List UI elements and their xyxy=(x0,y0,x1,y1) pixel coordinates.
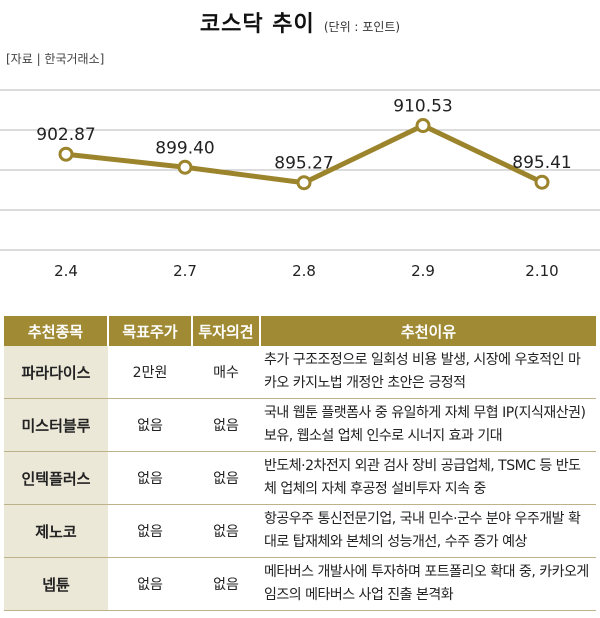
data-label: 895.27 xyxy=(274,154,333,174)
data-point xyxy=(58,146,74,162)
x-tick-label: 2.4 xyxy=(54,262,78,280)
x-tick-label: 2.9 xyxy=(411,262,435,280)
stock-name: 제노코 xyxy=(4,504,108,558)
data-label: 902.87 xyxy=(36,125,95,145)
table-row: 미스터블루 없음 없음 국내 웹툰 플랫폼사 중 유일하게 자체 무협 IP(지… xyxy=(4,398,596,452)
chart-gridlines xyxy=(0,89,600,251)
x-tick-label: 2.10 xyxy=(525,262,558,280)
opinion: 없음 xyxy=(192,398,260,452)
target-price: 2만원 xyxy=(108,346,192,399)
chart-title-block: 코스닥 추이 (단위 : 포인트) xyxy=(0,6,600,38)
x-tick-label: 2.7 xyxy=(173,262,197,280)
chart-data-labels: 902.87 899.40 895.27 910.53 895.41 xyxy=(36,97,571,174)
header-stock: 추천종목 xyxy=(4,316,109,346)
table-row: 파라다이스 2만원 매수 추가 구조조정으로 일회성 비용 발생, 시장에 우호… xyxy=(4,346,596,399)
header-opinion: 투자의견 xyxy=(192,316,261,346)
data-label: 910.53 xyxy=(393,97,452,117)
stock-name: 파라다이스 xyxy=(4,346,108,399)
reason: 반도체·2차전지 외관 검사 장비 공급업체, TSMC 등 반도체 업체의 자… xyxy=(260,451,596,505)
table-header-row: 추천종목 목표주가 투자의견 추천이유 xyxy=(4,316,596,346)
x-tick-label: 2.8 xyxy=(292,262,316,280)
chart-unit: (단위 : 포인트) xyxy=(323,20,401,34)
stock-name: 넵튠 xyxy=(4,557,108,611)
target-price: 없음 xyxy=(108,504,192,558)
chart-source: [자료 | 한국거래소] xyxy=(6,52,105,66)
opinion: 매수 xyxy=(192,346,260,399)
data-point xyxy=(177,159,193,175)
reason: 국내 웹툰 플랫폼사 중 유일하게 자체 무협 IP(지식재산권) 보유, 웹소… xyxy=(260,398,596,452)
header-target-price: 목표주가 xyxy=(108,316,193,346)
data-point xyxy=(415,118,431,134)
data-point xyxy=(296,175,312,191)
reason: 메타버스 개발사에 투자하며 포트폴리오 확대 중, 카카오게임즈의 메타버스 … xyxy=(260,557,596,611)
table-row: 인텍플러스 없음 없음 반도체·2차전지 외관 검사 장비 공급업체, TSMC… xyxy=(4,451,596,505)
target-price: 없음 xyxy=(108,451,192,505)
recommendation-table: 추천종목 목표주가 투자의견 추천이유 파라다이스 2만원 매수 추가 구조조정… xyxy=(4,316,596,611)
stock-name: 미스터블루 xyxy=(4,398,108,452)
chart-x-ticks: 2.4 2.7 2.8 2.9 2.10 xyxy=(54,262,559,280)
target-price: 없음 xyxy=(108,398,192,452)
reason: 추가 구조조정으로 일회성 비용 발생, 시장에 우호적인 마카오 카지노법 개… xyxy=(260,346,596,399)
kosdaq-line-chart: 902.87 899.40 895.27 910.53 895.41 2.4 2.7 2.8… xyxy=(0,89,600,280)
chart-series xyxy=(58,118,550,191)
reason: 항공우주 통신전문기업, 국내 민수·군수 분야 우주개발 확대로 탑재체와 본… xyxy=(260,504,596,558)
opinion: 없음 xyxy=(192,451,260,505)
table-row: 넵튠 없음 없음 메타버스 개발사에 투자하며 포트폴리오 확대 중, 카카오게… xyxy=(4,557,596,611)
opinion: 없음 xyxy=(192,557,260,611)
chart-title: 코스닥 추이 xyxy=(199,12,315,37)
data-label: 899.40 xyxy=(155,138,214,158)
header-reason: 추천이유 xyxy=(260,316,596,346)
table-row: 제노코 없음 없음 항공우주 통신전문기업, 국내 민수·군수 분야 우주개발 … xyxy=(4,504,596,558)
target-price: 없음 xyxy=(108,557,192,611)
stock-name: 인텍플러스 xyxy=(4,451,108,505)
data-point xyxy=(534,174,550,190)
data-label: 895.41 xyxy=(512,153,571,173)
opinion: 없음 xyxy=(192,504,260,558)
